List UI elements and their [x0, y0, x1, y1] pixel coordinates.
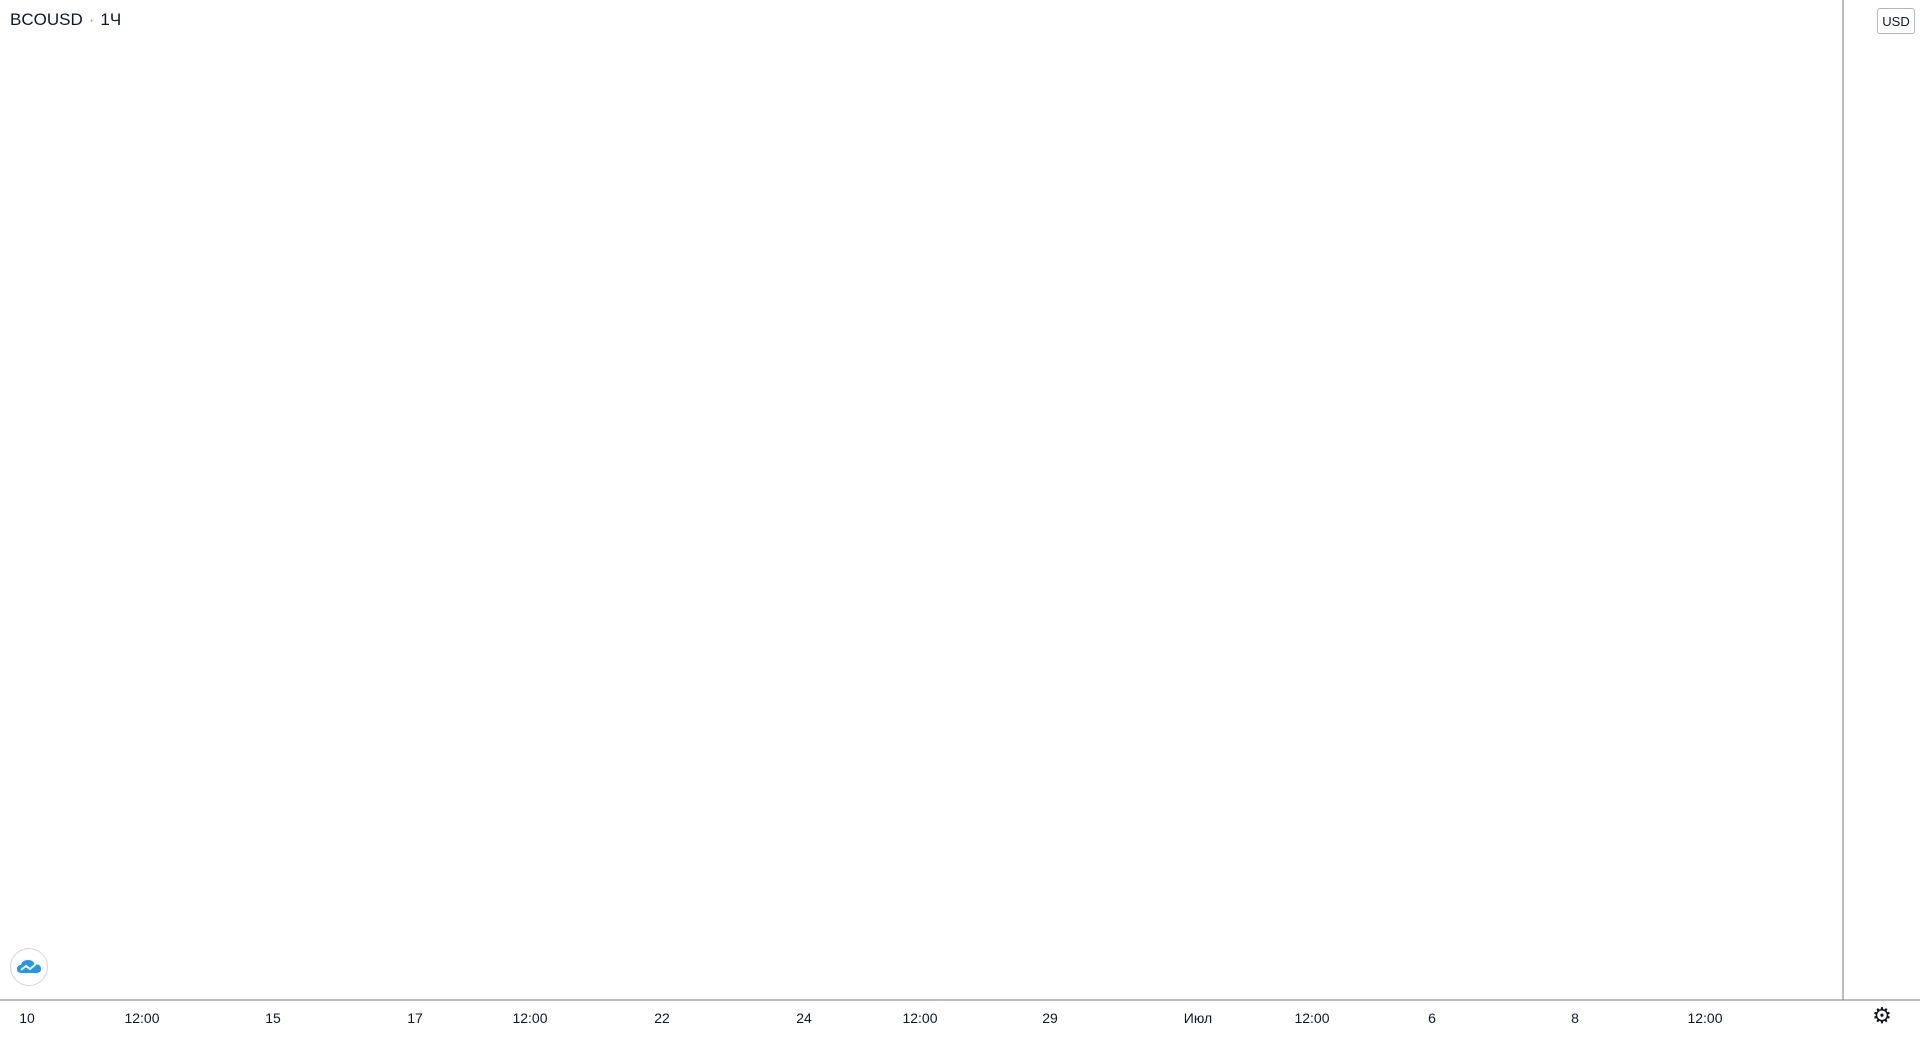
cloud-icon [17, 960, 41, 973]
x-tick-label: 24 [796, 1010, 812, 1026]
currency-button[interactable]: USD [1877, 8, 1915, 34]
x-tick-label: 12:00 [512, 1010, 547, 1026]
x-tick-label: 12:00 [1294, 1010, 1329, 1026]
x-tick-label: 12:00 [1687, 1010, 1722, 1026]
symbol-name: BCOUSD [10, 10, 83, 29]
x-tick-label: 12:00 [124, 1010, 159, 1026]
tradingview-cloud-icon[interactable] [10, 948, 48, 986]
gear-icon[interactable]: ⚙ [1872, 1003, 1892, 1028]
x-tick-label: 15 [265, 1010, 281, 1026]
x-tick-label: 17 [407, 1010, 423, 1026]
title-separator: · [88, 10, 95, 29]
x-tick-label: Июл [1184, 1010, 1212, 1026]
symbol-title: BCOUSD · 1Ч [10, 10, 121, 30]
x-tick-label: 22 [654, 1010, 670, 1026]
x-tick-label: 29 [1042, 1010, 1058, 1026]
x-tick-label: 12:00 [902, 1010, 937, 1026]
x-tick-label: 10 [19, 1010, 35, 1026]
interval-label: 1Ч [100, 10, 122, 29]
x-tick-label: 6 [1428, 1010, 1436, 1026]
x-tick-label: 8 [1571, 1010, 1579, 1026]
